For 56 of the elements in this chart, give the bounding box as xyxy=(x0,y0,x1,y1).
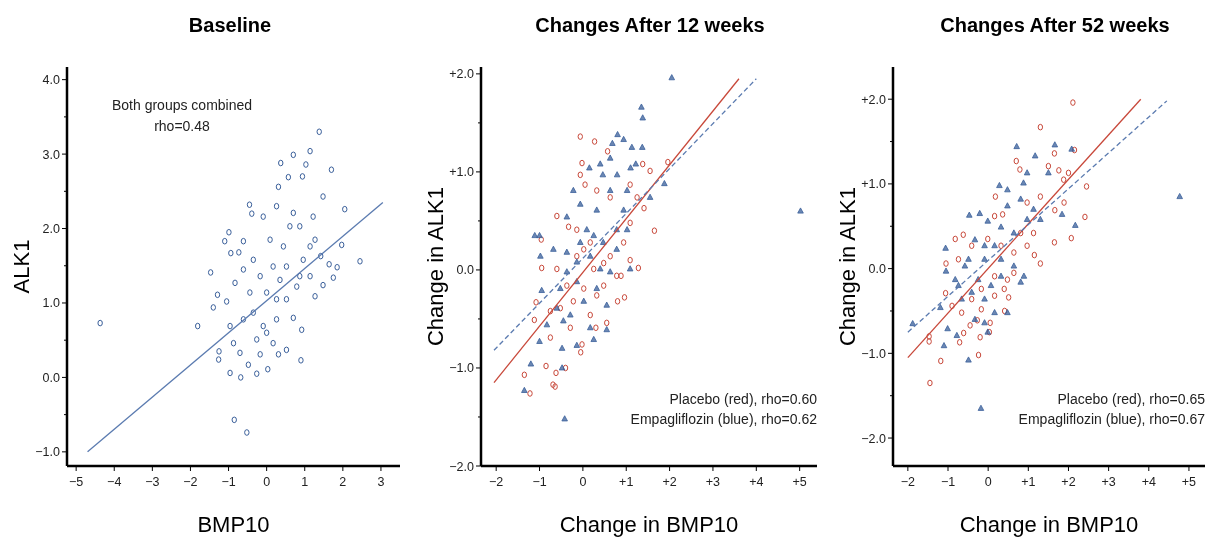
y-tick-label: 3.0 xyxy=(42,147,61,162)
x-tick-label: −2 xyxy=(489,475,504,489)
x-axis-title: Change in BMP10 xyxy=(959,512,1139,537)
x-tick-label: +4 xyxy=(1141,475,1156,489)
x-axis-title: BMP10 xyxy=(197,512,270,537)
y-tick-label: +2.0 xyxy=(861,92,887,107)
x-tick-label: −2 xyxy=(900,475,916,489)
y-axis-title: Change in ALK1 xyxy=(835,186,860,347)
annotation: Placebo (red), rho=0.60 xyxy=(669,391,818,407)
x-tick-label: 3 xyxy=(377,475,385,489)
x-tick-label: +1 xyxy=(619,475,634,489)
y-tick-label: +2.0 xyxy=(449,67,475,82)
annotation: Empagliflozin (blue), rho=0.67 xyxy=(1018,411,1206,427)
x-tick-label: −3 xyxy=(145,475,160,489)
y-tick-label: +1.0 xyxy=(861,177,887,192)
x-tick-label: +5 xyxy=(1181,475,1197,489)
x-tick-label: +3 xyxy=(1101,475,1116,489)
y-tick-label: 4.0 xyxy=(42,73,61,88)
x-tick-label: 0 xyxy=(263,475,271,489)
x-tick-label: +2 xyxy=(662,475,677,489)
x-tick-label: −2 xyxy=(183,475,198,489)
chart-title: Changes After 12 weeks xyxy=(535,14,765,36)
x-tick-label: +2 xyxy=(1061,475,1076,489)
annotation: rho=0.48 xyxy=(154,118,211,134)
chart-title: Baseline xyxy=(188,14,272,36)
annotation: Empagliflozin (blue), rho=0.62 xyxy=(630,411,818,427)
y-tick-label: 2.0 xyxy=(42,222,61,237)
y-tick-label: −1.0 xyxy=(861,346,887,361)
x-tick-label: 0 xyxy=(579,475,587,489)
y-tick-label: −1.0 xyxy=(35,445,61,460)
y-axis-title: ALK1 xyxy=(9,239,34,294)
y-tick-label: 0.0 xyxy=(868,262,887,277)
x-tick-label: +1 xyxy=(1021,475,1036,489)
y-tick-label: 1.0 xyxy=(42,296,61,311)
chart-title: Changes After 52 weeks xyxy=(940,14,1170,36)
x-tick-label: 1 xyxy=(301,475,309,489)
x-tick-label: −5 xyxy=(69,475,84,489)
y-tick-label: 0.0 xyxy=(456,263,475,278)
x-axis-title: Change in BMP10 xyxy=(559,512,739,537)
annotation: Both groups combined xyxy=(111,97,253,113)
y-tick-label: −2.0 xyxy=(861,431,887,446)
annotation: Placebo (red), rho=0.65 xyxy=(1057,391,1206,407)
y-tick-label: −2.0 xyxy=(449,459,475,474)
x-tick-label: −1 xyxy=(221,475,236,489)
x-tick-label: 0 xyxy=(984,475,992,489)
x-tick-label: −1 xyxy=(940,475,956,489)
y-tick-label: +1.0 xyxy=(449,165,475,180)
y-tick-label: −1.0 xyxy=(449,361,475,376)
x-tick-label: +3 xyxy=(705,475,721,489)
x-tick-label: +4 xyxy=(749,475,764,489)
y-tick-label: 0.0 xyxy=(42,370,61,385)
y-axis-title: Change in ALK1 xyxy=(423,186,448,347)
x-tick-label: −1 xyxy=(532,475,547,489)
x-tick-label: +5 xyxy=(792,475,807,489)
x-tick-label: −4 xyxy=(107,475,122,489)
x-tick-label: 2 xyxy=(339,475,347,489)
